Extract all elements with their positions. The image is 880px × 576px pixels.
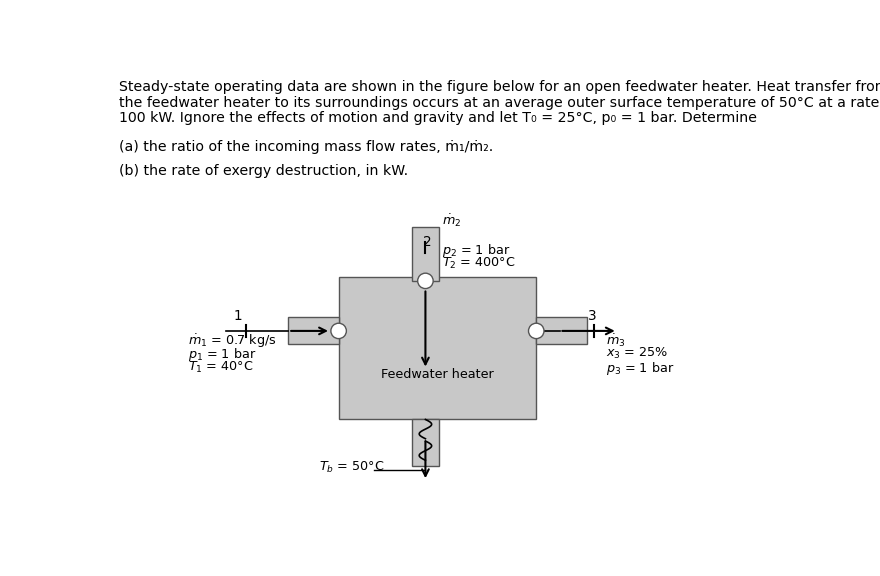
Text: $p_2$ = 1 bar: $p_2$ = 1 bar xyxy=(442,241,510,259)
Text: $T_b$ = 50°C: $T_b$ = 50°C xyxy=(319,460,385,475)
Text: the feedwater heater to its surroundings occurs at an average outer surface temp: the feedwater heater to its surroundings… xyxy=(119,96,880,110)
Text: 2: 2 xyxy=(423,236,431,249)
Text: 100 kW. Ignore the effects of motion and gravity and let T₀ = 25°C, p₀ = 1 bar. : 100 kW. Ignore the effects of motion and… xyxy=(119,111,757,125)
Text: $\dot{m}_1$ = 0.7 kg/s: $\dot{m}_1$ = 0.7 kg/s xyxy=(187,332,276,350)
Ellipse shape xyxy=(331,323,347,339)
Bar xyxy=(339,277,536,419)
Text: $\dot{m}_3$: $\dot{m}_3$ xyxy=(606,332,626,349)
Bar xyxy=(412,227,439,281)
Text: $p_1$ = 1 bar: $p_1$ = 1 bar xyxy=(187,346,256,363)
Ellipse shape xyxy=(418,273,433,289)
Text: $T_1$ = 40°C: $T_1$ = 40°C xyxy=(187,360,253,376)
Text: 3: 3 xyxy=(588,309,597,323)
Bar xyxy=(536,317,587,344)
Text: $p_3$ = 1 bar: $p_3$ = 1 bar xyxy=(606,360,674,377)
Text: (b) the rate of exergy destruction, in kW.: (b) the rate of exergy destruction, in k… xyxy=(119,165,408,179)
Text: $x_3$ = 25%: $x_3$ = 25% xyxy=(606,346,669,361)
Text: (a) the ratio of the incoming mass flow rates, ṁ₁/ṁ₂.: (a) the ratio of the incoming mass flow … xyxy=(119,140,493,154)
Text: 1: 1 xyxy=(233,309,242,323)
Bar xyxy=(412,419,439,465)
Text: Steady-state operating data are shown in the figure below for an open feedwater : Steady-state operating data are shown in… xyxy=(119,80,880,94)
Text: $\dot{m}_2$: $\dot{m}_2$ xyxy=(442,212,461,229)
Bar xyxy=(289,317,339,344)
Ellipse shape xyxy=(529,323,544,339)
Text: Feedwater heater: Feedwater heater xyxy=(381,368,494,381)
Text: $T_2$ = 400°C: $T_2$ = 400°C xyxy=(442,256,516,271)
